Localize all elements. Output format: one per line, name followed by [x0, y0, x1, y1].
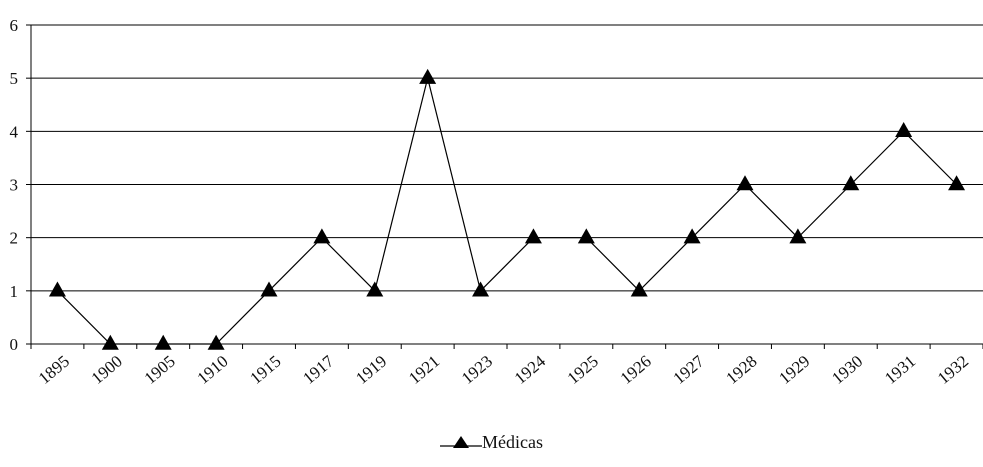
x-tick-label: 1910 [193, 352, 231, 388]
data-point [419, 68, 437, 84]
series-medicas [48, 68, 966, 350]
y-tick-label: 5 [10, 69, 19, 88]
x-tick-label: 1930 [828, 352, 866, 388]
legend-label: Médicas [482, 432, 543, 452]
y-axis: 0 1 2 3 4 5 6 [10, 16, 32, 354]
y-tick-label: 3 [10, 176, 19, 195]
data-point [313, 228, 331, 244]
y-tick-label: 1 [10, 282, 19, 301]
data-point [524, 228, 542, 244]
x-tick-label: 1923 [458, 352, 496, 388]
x-tick-label: 1921 [405, 352, 443, 388]
data-point [736, 175, 754, 191]
data-point [895, 122, 913, 138]
x-tick-label: 1924 [511, 351, 550, 388]
x-tick-label: 1926 [617, 352, 655, 388]
data-point [366, 281, 384, 297]
x-tick-label: 1905 [141, 352, 179, 388]
data-point [577, 228, 595, 244]
data-point [101, 334, 119, 350]
legend: Médicas [0, 432, 983, 453]
series-line [57, 78, 957, 345]
x-tick-label: 1931 [881, 352, 919, 388]
y-tick-label: 6 [10, 16, 19, 35]
data-point [789, 228, 807, 244]
data-point [472, 281, 490, 297]
x-tick-label: 1927 [669, 351, 708, 388]
data-point [842, 175, 860, 191]
data-point [154, 334, 172, 350]
x-tick-label: 1928 [722, 352, 760, 388]
y-tick-label: 2 [10, 229, 19, 248]
data-point [48, 281, 66, 297]
x-tick-label: 1925 [564, 352, 602, 388]
x-tick-label: 1895 [35, 352, 73, 388]
x-tick-label: 1915 [246, 352, 284, 388]
x-tick-label: 1900 [88, 352, 126, 388]
data-point [207, 334, 225, 350]
data-point [948, 175, 966, 191]
gridlines [31, 24, 983, 345]
y-tick-label: 4 [10, 122, 19, 141]
legend-marker-triangle-icon [440, 435, 482, 448]
x-tick-label: 1929 [775, 352, 813, 388]
data-point [260, 281, 278, 297]
x-axis: 1895 1900 1905 1910 1915 1917 1919 1921 1923 1924… [30, 344, 983, 388]
x-tick-label: 1932 [934, 352, 972, 388]
x-tick-label: 1917 [299, 351, 338, 388]
x-tick-label: 1919 [352, 352, 390, 388]
data-point [683, 228, 701, 244]
y-tick-label: 0 [10, 335, 19, 354]
data-point [630, 281, 648, 297]
